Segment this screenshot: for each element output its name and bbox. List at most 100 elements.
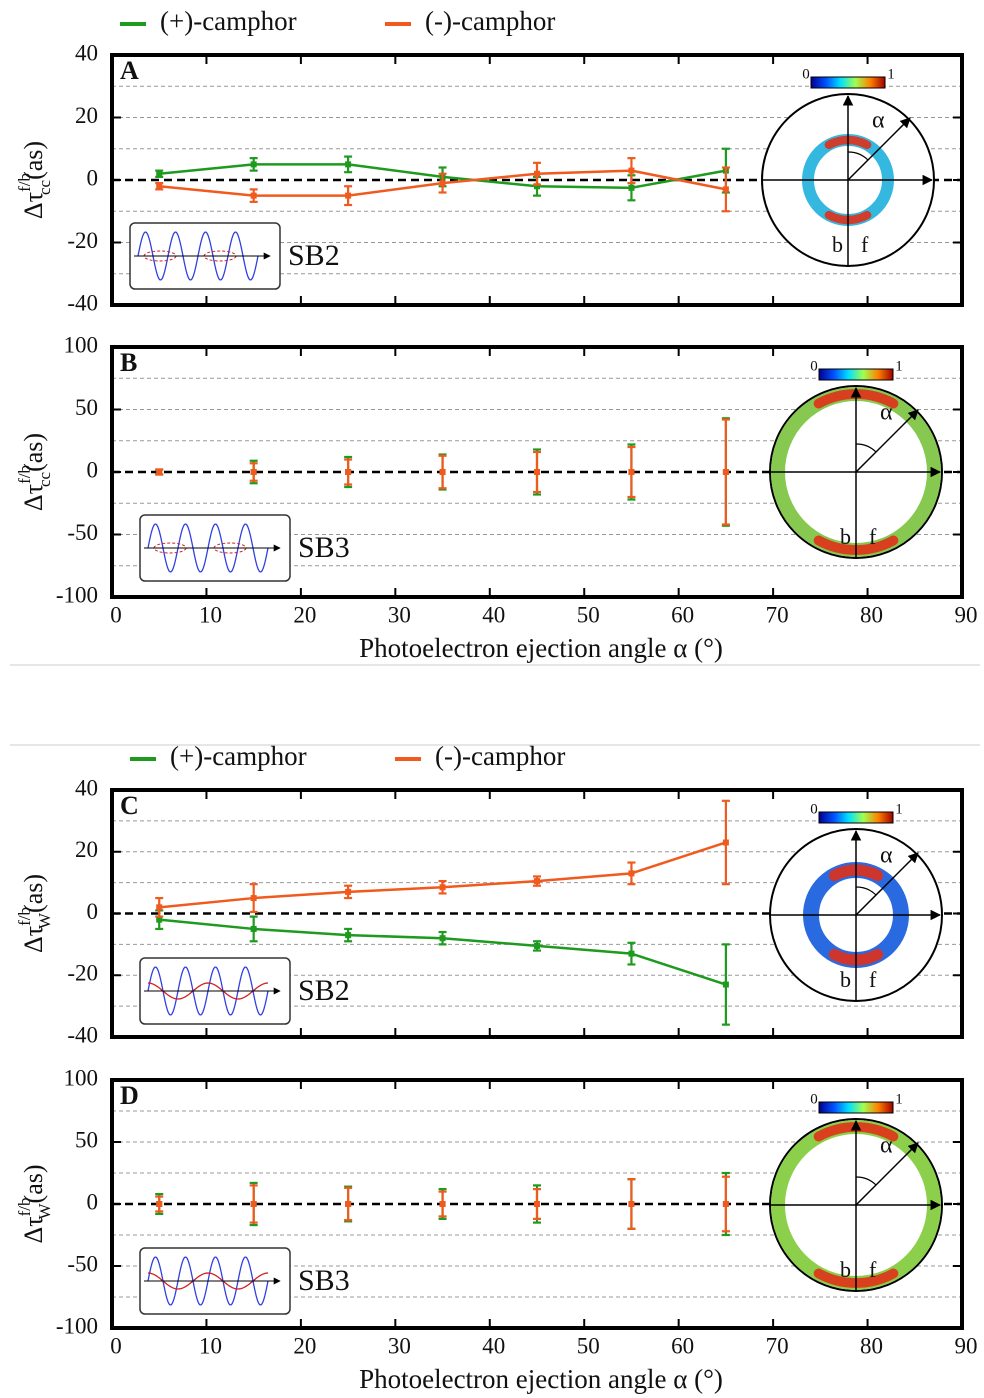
inset-label: b	[832, 232, 843, 257]
point	[722, 839, 729, 846]
inset-arrow	[855, 852, 919, 916]
point	[250, 469, 257, 475]
panel-label: C	[120, 791, 139, 820]
inset-label: α	[880, 400, 893, 426]
y-tick-label: 40	[75, 40, 98, 65]
y-tick-label: -40	[67, 290, 98, 315]
point	[534, 1201, 540, 1207]
plot-frame	[110, 53, 964, 307]
x-tick-label: 90	[955, 602, 978, 627]
inset-label: α	[880, 843, 893, 869]
inset-label: α	[872, 108, 885, 134]
point	[439, 469, 446, 475]
inset-text: SB2	[298, 974, 350, 1007]
inset-label: f	[869, 967, 877, 992]
x-tick-label: 50	[577, 602, 600, 627]
colorbar	[810, 76, 886, 89]
inset-angle-arc	[847, 151, 869, 161]
point	[534, 878, 540, 885]
point	[722, 186, 729, 193]
point	[345, 192, 352, 199]
point	[628, 469, 635, 475]
y-label-unit: (as)	[19, 874, 48, 913]
point	[534, 170, 540, 177]
y-tick-label: -100	[56, 582, 98, 607]
point	[722, 469, 729, 475]
inset-label: α	[880, 1133, 893, 1159]
colorbar-label: 1	[895, 801, 903, 817]
x-tick-label: 70	[766, 1333, 789, 1358]
y-tick-label: -50	[67, 1251, 98, 1276]
y-tick-label: 20	[75, 103, 98, 128]
colorbar-label: 0	[810, 801, 818, 817]
inset-label: b	[840, 524, 851, 549]
y-axis-label: Δτf/bW(as)	[15, 1164, 54, 1243]
x-tick-label: 40	[482, 1333, 505, 1358]
point	[156, 904, 163, 911]
x-tick-label: 10	[199, 1333, 222, 1358]
inset-arrow	[855, 409, 919, 473]
y-tick-label: 40	[75, 775, 98, 800]
inset-label: b	[840, 967, 851, 992]
x-tick-label: 0	[110, 1333, 122, 1358]
inset-angle-arc	[855, 1176, 877, 1186]
y-tick-label: -20	[67, 961, 98, 986]
inset-text: SB3	[298, 1264, 350, 1297]
point	[156, 170, 163, 177]
point	[534, 942, 540, 949]
inset-text: SB2	[288, 239, 340, 272]
y-tick-label: 0	[87, 457, 99, 482]
wave	[147, 982, 269, 1000]
x-tick-label: 10	[199, 602, 222, 627]
point	[439, 180, 446, 187]
y-tick-label: -50	[67, 520, 98, 545]
y-tick-label: 0	[87, 1189, 99, 1214]
y-label-symbol: Δτ	[19, 192, 48, 219]
inset-label: b	[840, 1257, 851, 1282]
colorbar-label: 0	[810, 358, 818, 374]
x-tick-label: 80	[860, 602, 883, 627]
legend-label: (+)-camphor	[170, 741, 307, 771]
inset-text: SB3	[298, 531, 350, 564]
point	[250, 895, 257, 902]
y-label-sup: f/b	[15, 173, 34, 192]
x-axis-label: Photoelectron ejection angle α (°)	[359, 633, 723, 663]
y-label-unit: (as)	[19, 1164, 48, 1203]
point	[345, 1201, 352, 1207]
inset-label: f	[869, 524, 877, 549]
point	[628, 184, 635, 191]
x-tick-label: 20	[293, 602, 316, 627]
point	[628, 950, 635, 957]
point	[722, 1201, 729, 1207]
plot-frame	[110, 1078, 964, 1330]
point	[628, 870, 635, 877]
inset-angle-arc	[855, 886, 877, 896]
x-tick-label: 30	[388, 602, 411, 627]
y-tick-label: -100	[56, 1313, 98, 1338]
y-label-sub: cc	[35, 471, 54, 487]
point	[439, 884, 446, 891]
inset-label: f	[861, 232, 869, 257]
panel-label: B	[120, 348, 137, 377]
legend-label: (+)-camphor	[160, 6, 297, 36]
point	[628, 1201, 635, 1207]
point	[345, 161, 352, 168]
y-tick-label: 100	[64, 1065, 99, 1090]
x-tick-label: 30	[388, 1333, 411, 1358]
colorbar-label: 0	[802, 66, 810, 82]
colorbar-label: 0	[810, 1091, 818, 1107]
plot-frame	[110, 345, 964, 599]
point	[439, 1201, 446, 1207]
x-tick-label: 90	[955, 1333, 978, 1358]
y-tick-label: -40	[67, 1022, 98, 1047]
y-tick-label: 100	[64, 332, 99, 357]
y-label-unit: (as)	[19, 141, 48, 180]
x-tick-label: 40	[482, 602, 505, 627]
point	[156, 469, 163, 475]
inset-angle-arc	[855, 443, 877, 453]
x-tick-label: 80	[860, 1333, 883, 1358]
plot-frame	[110, 788, 964, 1039]
y-label-unit: (as)	[19, 433, 48, 472]
y-tick-label: -20	[67, 228, 98, 253]
